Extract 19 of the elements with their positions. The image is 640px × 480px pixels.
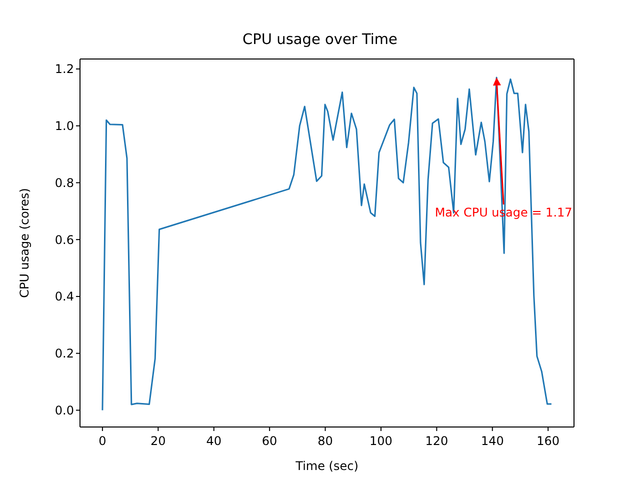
x-tick-label: 80 xyxy=(318,434,333,448)
chart-title: CPU usage over Time xyxy=(242,32,398,48)
x-tick-label: 100 xyxy=(370,434,392,448)
y-tick-label: 0.4 xyxy=(54,290,74,304)
y-tick-label: 1.0 xyxy=(54,119,74,134)
y-tick-label: 0.2 xyxy=(54,346,74,361)
x-tick-label: 140 xyxy=(480,434,504,448)
y-tick-label: 0.6 xyxy=(54,232,74,247)
y-axis-title: CPU usage (cores) xyxy=(17,188,32,298)
y-tick-label: 0.8 xyxy=(54,176,74,190)
x-tick-label: 120 xyxy=(425,434,448,448)
x-tick-label: 20 xyxy=(150,434,166,448)
x-tick-label: 40 xyxy=(206,434,222,448)
x-tick-label: 0 xyxy=(98,434,106,448)
x-tick-label: 160 xyxy=(536,434,560,448)
x-axis-title: Time (sec) xyxy=(294,459,358,473)
y-tick-label: 0.0 xyxy=(54,403,74,418)
y-tick-label: 1.2 xyxy=(54,62,74,76)
x-tick-label: 60 xyxy=(262,434,278,448)
